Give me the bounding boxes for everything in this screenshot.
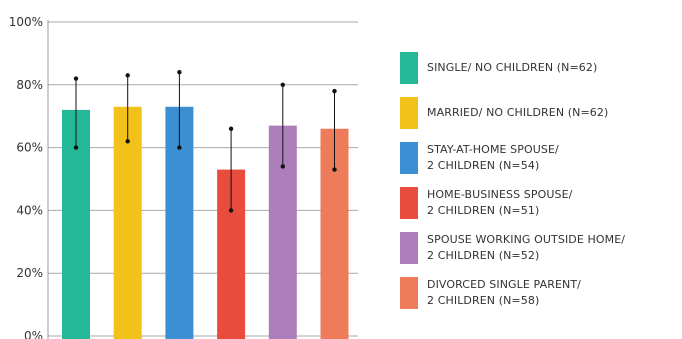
legend-item: DIVORCED SINGLE PARENT/ 2 CHILDREN (N=58… (400, 277, 581, 309)
legend-swatch (400, 52, 418, 84)
error-bar-cap-low (73, 145, 79, 150)
y-tick-label: 40% (16, 203, 43, 217)
error-bar-cap-high (332, 88, 337, 94)
y-tick-label: 80% (16, 78, 43, 92)
legend-label: SINGLE/ NO CHILDREN (N=62) (427, 60, 597, 76)
legend-label: MARRIED/ NO CHILDREN (N=62) (427, 105, 608, 121)
legend-item: SINGLE/ NO CHILDREN (N=62) (400, 52, 597, 84)
legend-label-line1: SPOUSE WORKING OUTSIDE HOME/ (427, 233, 626, 246)
legend-swatch (400, 187, 418, 219)
error-bar-cap-low (177, 145, 182, 150)
error-bars (73, 70, 337, 213)
error-bar-cap-high (177, 70, 182, 75)
legend-label: STAY-AT-HOME SPOUSE/ 2 CHILDREN (N=54) (427, 142, 559, 174)
error-bar-cap-low (125, 139, 130, 144)
legend-label-line1: DIVORCED SINGLE PARENT/ (427, 278, 581, 291)
legend-label-line1: MARRIED/ NO CHILDREN (N=62) (427, 106, 609, 119)
legend-label-line2: 2 CHILDREN (N=52) (427, 249, 540, 262)
legend-swatch (400, 97, 418, 129)
y-tick-label: 100% (9, 15, 43, 29)
legend-swatch (400, 142, 418, 174)
legend-swatch (400, 277, 418, 309)
legend-label-line2: 2 CHILDREN (N=54) (427, 159, 540, 172)
error-bar-cap-low (280, 164, 285, 169)
legend-item: HOME-BUSINESS SPOUSE/ 2 CHILDREN (N=51) (400, 187, 572, 219)
legend-label: DIVORCED SINGLE PARENT/ 2 CHILDREN (N=58… (427, 277, 581, 309)
bars (62, 106, 349, 339)
legend-label-line2: 2 CHILDREN (N=51) (427, 204, 540, 217)
error-bar-cap-high (73, 76, 79, 81)
y-tick-label: 0% (24, 329, 43, 339)
legend-label-line2: 2 CHILDREN (N=58) (427, 294, 540, 307)
legend-label-line1: SINGLE/ NO CHILDREN (N=62) (427, 61, 598, 74)
legend-label: SPOUSE WORKING OUTSIDE HOME/ 2 CHILDREN … (427, 232, 625, 264)
error-bar-cap-low (228, 208, 234, 213)
legend-label-line1: STAY-AT-HOME SPOUSE/ (427, 143, 559, 156)
error-bar-cap-high (280, 82, 285, 88)
error-bar-cap-high (125, 73, 130, 78)
legend-item: STAY-AT-HOME SPOUSE/ 2 CHILDREN (N=54) (400, 142, 559, 174)
y-tick-label: 60% (16, 141, 43, 155)
error-bar-cap-low (332, 167, 337, 172)
legend-label-line1: HOME-BUSINESS SPOUSE/ (427, 188, 573, 201)
bar (113, 106, 142, 339)
legend-item: MARRIED/ NO CHILDREN (N=62) (400, 97, 608, 129)
y-axis-ticks: 0% 20% 40% 60% 80% 100% (9, 15, 43, 339)
error-bar-cap-high (228, 126, 234, 131)
legend-label: HOME-BUSINESS SPOUSE/ 2 CHILDREN (N=51) (427, 187, 572, 219)
legend-item: SPOUSE WORKING OUTSIDE HOME/ 2 CHILDREN … (400, 232, 625, 264)
gridlines (48, 21, 358, 337)
legend-swatch (400, 232, 418, 264)
y-tick-label: 20% (16, 266, 43, 280)
